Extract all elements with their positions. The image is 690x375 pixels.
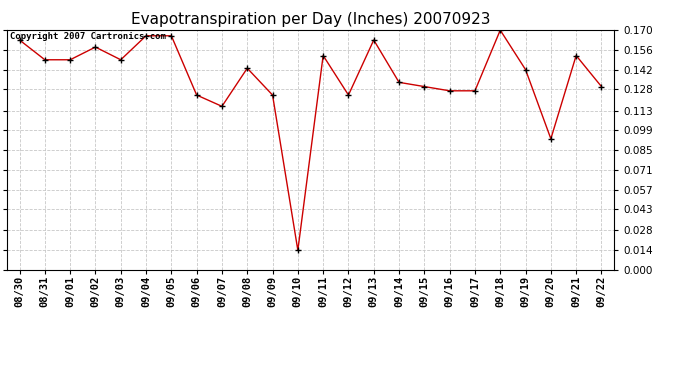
Text: Copyright 2007 Cartronics.com: Copyright 2007 Cartronics.com (10, 32, 166, 41)
Title: Evapotranspiration per Day (Inches) 20070923: Evapotranspiration per Day (Inches) 2007… (130, 12, 491, 27)
